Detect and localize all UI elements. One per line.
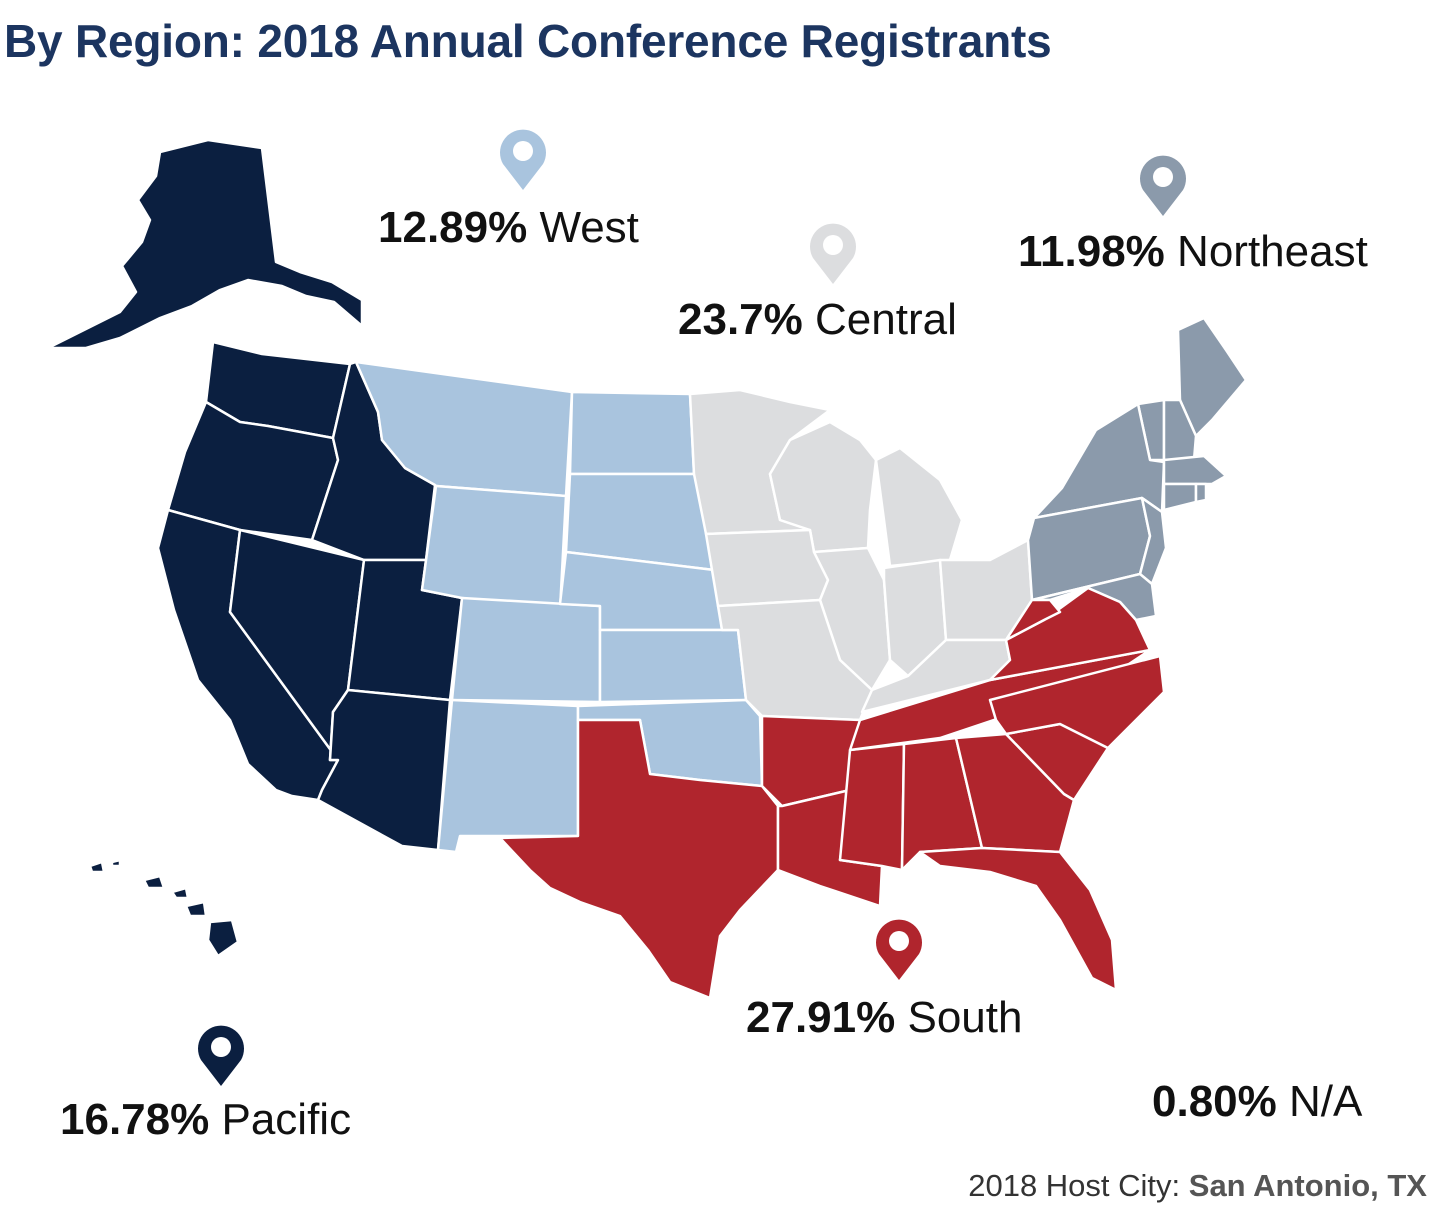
label-na: 0.80% N/A [1152,1080,1362,1124]
state-texas [498,718,780,1000]
label-pacific: 16.78% Pacific [60,1098,351,1142]
state-west-virginia [1004,598,1062,642]
label-south-percent: 27.91% [746,993,896,1042]
state-north-carolina [988,654,1166,750]
label-northeast-percent: 11.98% [1018,227,1165,276]
label-west: 12.89% West [378,206,639,250]
host-city-note: 2018 Host City: San Antonio, TX [968,1168,1427,1204]
state-new-hampshire [1162,398,1198,462]
label-south-name: South [907,993,1023,1042]
state-colorado [450,596,602,704]
state-florida [918,846,1118,992]
label-northeast-name: Northeast [1177,227,1368,276]
map-pin-icon [198,1025,244,1086]
label-pacific-name: Pacific [221,1095,352,1144]
region-south [498,586,1166,1000]
map-pin-icon [500,129,546,190]
page-title: By Region: 2018 Annual Conference Regist… [4,15,1052,67]
label-west-name: West [539,203,639,252]
state-kansas [598,628,748,704]
host-city-name: San Antonio, TX [1188,1168,1427,1203]
state-mississippi [838,742,906,872]
region-northeast [1026,316,1248,622]
label-central-name: Central [815,295,957,344]
state-rhode-island [1194,482,1208,504]
state-arizona [316,688,452,852]
state-new-mexico [436,698,580,854]
state-michigan [874,446,964,568]
state-hawaii [88,858,240,958]
state-connecticut [1162,482,1198,512]
map-pin-icon [876,919,922,980]
label-central: 23.7% Central [678,298,957,342]
label-central-percent: 23.7% [678,295,803,344]
label-na-percent: 0.80% [1152,1077,1277,1126]
label-northeast: 11.98% Northeast [1018,230,1368,274]
state-iowa [704,528,830,608]
label-west-percent: 12.89% [378,203,528,252]
region-pacific [46,138,464,958]
map-pin-icon [1140,155,1186,216]
host-city-label: 2018 Host City: [968,1168,1189,1203]
state-alaska [46,138,364,350]
label-na-name: N/A [1289,1077,1363,1126]
label-pacific-percent: 16.78% [60,1095,210,1144]
map-pin-icon [810,223,856,284]
label-south: 27.91% South [746,996,1022,1040]
state-north-dakota [568,390,696,476]
state-massachusetts [1162,454,1228,486]
state-wyoming [420,484,568,612]
